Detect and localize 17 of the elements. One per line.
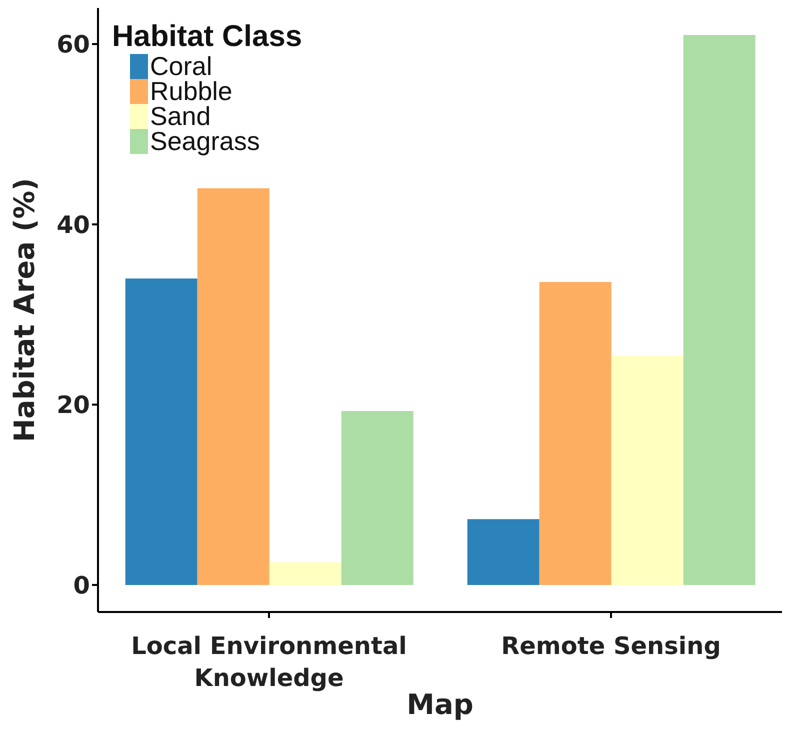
bar <box>269 562 342 585</box>
y-tick-label: 60 <box>56 30 90 59</box>
x-tick-label: Local Environmental Knowledge <box>131 632 407 692</box>
bar <box>683 35 756 585</box>
x-tick-label: Remote Sensing <box>501 632 721 660</box>
legend-title: Habitat Class <box>112 20 302 54</box>
bar <box>467 519 540 585</box>
y-tick-label: 20 <box>56 391 90 420</box>
bar <box>125 278 198 585</box>
y-axis-title: Habitat Area (%) <box>8 178 41 442</box>
bar <box>341 410 414 585</box>
bar <box>539 282 612 585</box>
y-tick-label: 0 <box>73 571 90 600</box>
bar <box>611 356 684 585</box>
bar <box>197 188 270 585</box>
x-axis-title: Map <box>406 688 474 721</box>
y-tick-label: 40 <box>56 210 90 239</box>
